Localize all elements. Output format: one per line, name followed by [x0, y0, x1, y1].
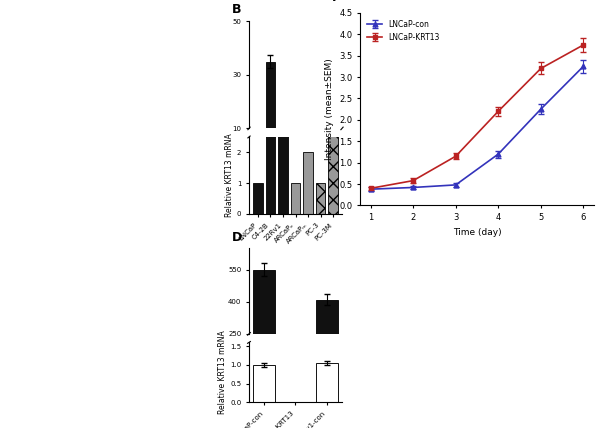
- Bar: [316, 363, 338, 402]
- Text: D: D: [232, 232, 242, 244]
- Bar: [253, 183, 263, 214]
- Bar: [266, 62, 275, 155]
- Text: B: B: [232, 3, 242, 16]
- Bar: [278, 0, 287, 214]
- Bar: [316, 300, 338, 387]
- Bar: [328, 106, 338, 214]
- Bar: [316, 152, 325, 155]
- Bar: [266, 0, 275, 214]
- Y-axis label: Relative KRT13 mRNA: Relative KRT13 mRNA: [218, 330, 227, 414]
- Bar: [253, 152, 263, 155]
- Text: F: F: [332, 0, 340, 4]
- Bar: [291, 152, 300, 155]
- X-axis label: Time (day): Time (day): [452, 228, 502, 237]
- Legend: LNCaP-con, LNCaP-KRT13: LNCaP-con, LNCaP-KRT13: [364, 17, 443, 45]
- Y-axis label: Intensity (mean±SEM): Intensity (mean±SEM): [325, 58, 334, 160]
- Y-axis label: Relative KRT13 mRNA: Relative KRT13 mRNA: [225, 134, 234, 217]
- Bar: [316, 183, 325, 214]
- Bar: [253, 365, 275, 402]
- Bar: [304, 152, 313, 214]
- Bar: [291, 183, 300, 214]
- Bar: [304, 150, 313, 155]
- Bar: [328, 146, 338, 155]
- Bar: [278, 135, 287, 155]
- Bar: [253, 270, 275, 387]
